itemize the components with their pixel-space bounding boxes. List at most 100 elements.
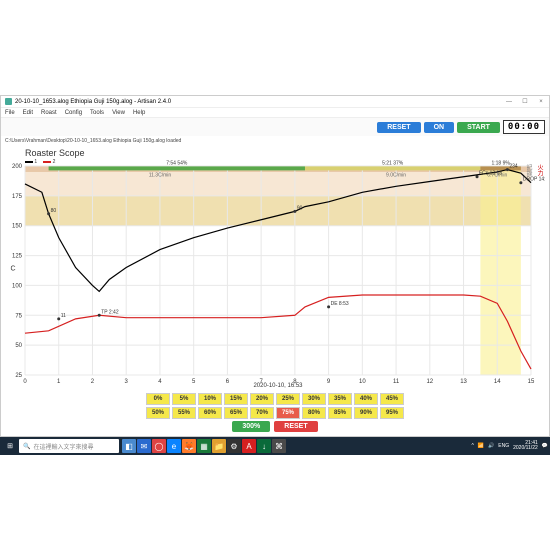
sidebar-tab-fire[interactable]: 火力: [534, 162, 545, 178]
svg-text:7:54 54%: 7:54 54%: [166, 160, 188, 166]
taskbar-app-9[interactable]: ↓: [257, 439, 271, 453]
tray-volume-icon[interactable]: 🔊: [488, 443, 494, 449]
svg-text:11: 11: [61, 313, 66, 319]
tray-clock[interactable]: 21:41 2020/11/22: [513, 441, 538, 452]
taskbar-app-6[interactable]: 📁: [212, 439, 226, 453]
svg-text:5:21 37%: 5:21 37%: [382, 160, 404, 166]
svg-text:4: 4: [158, 379, 162, 385]
button-300pct[interactable]: 300%: [232, 421, 270, 432]
pct-button-15[interactable]: 15%: [224, 393, 248, 405]
svg-text:1:18 9%: 1:18 9%: [491, 160, 510, 166]
tray-chevron-icon[interactable]: ^: [471, 443, 473, 449]
svg-text:1: 1: [57, 379, 61, 385]
menubar: File Edit Roast Config Tools View Help: [1, 108, 549, 118]
pct-button-75[interactable]: 75%: [276, 407, 300, 419]
taskbar-app-7[interactable]: ⚙: [227, 439, 241, 453]
button-reset-bottom[interactable]: RESET: [274, 421, 317, 432]
taskbar-app-8[interactable]: A: [242, 439, 256, 453]
menu-tools[interactable]: Tools: [90, 110, 104, 116]
taskbar-app-1[interactable]: ✉: [137, 439, 151, 453]
svg-text:C: C: [10, 266, 15, 273]
menu-config[interactable]: Config: [65, 110, 82, 116]
svg-text:FCs 13:18: FCs 13:18: [479, 171, 502, 177]
tray-lang[interactable]: ENG: [498, 443, 509, 449]
pct-button-50[interactable]: 50%: [146, 407, 170, 419]
pct-button-90[interactable]: 90%: [354, 407, 378, 419]
svg-text:150: 150: [12, 224, 23, 230]
taskbar-app-10[interactable]: ⌘: [272, 439, 286, 453]
pct-button-95[interactable]: 95%: [380, 407, 404, 419]
svg-text:200: 200: [12, 164, 23, 170]
svg-text:9.0C/min: 9.0C/min: [386, 173, 406, 179]
taskbar-app-2[interactable]: ◯: [152, 439, 166, 453]
taskbar-app-3[interactable]: e: [167, 439, 181, 453]
svg-text:80: 80: [51, 208, 57, 214]
window-titlebar: 20-10-10_1653.alog Ethiopia Guji 150g.al…: [1, 96, 549, 108]
pct-button-55[interactable]: 55%: [172, 407, 196, 419]
pct-button-30[interactable]: 30%: [302, 393, 326, 405]
maximize-button[interactable]: ☐: [521, 98, 529, 106]
status-path: C:\Users\Vrahman\Desktop\20-10-10_1653.a…: [5, 138, 181, 144]
pct-button-85[interactable]: 85%: [328, 407, 352, 419]
pct-button-80[interactable]: 80%: [302, 407, 326, 419]
sidebar-tab-record[interactable]: 記錄: [523, 162, 534, 178]
svg-text:75: 75: [15, 313, 22, 319]
svg-text:9: 9: [327, 379, 331, 385]
pct-button-70[interactable]: 70%: [250, 407, 274, 419]
on-button[interactable]: ON: [424, 122, 455, 133]
svg-text:13: 13: [460, 379, 467, 385]
pct-button-10[interactable]: 10%: [198, 393, 222, 405]
svg-text:50: 50: [15, 343, 22, 349]
svg-text:11: 11: [393, 379, 400, 385]
menu-edit[interactable]: Edit: [23, 110, 33, 116]
taskbar-search[interactable]: 🔍 在這裡輸入文字來搜尋: [19, 439, 119, 453]
menu-roast[interactable]: Roast: [41, 110, 57, 116]
svg-text:TP 2:42: TP 2:42: [101, 309, 119, 315]
toolbar: RESET ON START 00:00: [1, 118, 549, 136]
svg-text:125: 125: [12, 254, 23, 260]
menu-file[interactable]: File: [5, 110, 15, 116]
window-title: 20-10-10_1653.alog Ethiopia Guji 150g.al…: [15, 99, 171, 105]
close-button[interactable]: ×: [537, 98, 545, 106]
search-icon: 🔍: [23, 443, 30, 450]
reset-button[interactable]: RESET: [377, 122, 420, 133]
pct-button-0[interactable]: 0%: [146, 393, 170, 405]
tray-notifications-icon[interactable]: 💬: [542, 443, 548, 449]
pct-button-45[interactable]: 45%: [380, 393, 404, 405]
taskbar-app-4[interactable]: 🦊: [182, 439, 196, 453]
svg-text:DE 8:53: DE 8:53: [331, 301, 349, 307]
chart-area: Roaster Scope 1 2 2550751001251501752000…: [5, 148, 545, 389]
svg-text:11.3C/min: 11.3C/min: [149, 173, 172, 179]
taskbar-app-5[interactable]: ▦: [197, 439, 211, 453]
start-button[interactable]: START: [457, 122, 500, 133]
svg-text:234: 234: [509, 164, 518, 170]
svg-text:15: 15: [528, 379, 535, 385]
svg-text:12: 12: [426, 379, 433, 385]
svg-text:5: 5: [192, 379, 196, 385]
menu-help[interactable]: Help: [133, 110, 145, 116]
svg-text:3: 3: [125, 379, 129, 385]
svg-text:0: 0: [23, 379, 27, 385]
svg-text:175: 175: [12, 194, 23, 200]
app-icon: [5, 98, 12, 105]
timer-display: 00:00: [503, 120, 545, 134]
minimize-button[interactable]: —: [505, 98, 513, 106]
menu-view[interactable]: View: [112, 110, 125, 116]
search-placeholder: 在這裡輸入文字來搜尋: [33, 442, 93, 451]
start-button-windows[interactable]: ⊞: [2, 438, 18, 454]
status-bar: C:\Users\Vrahman\Desktop\20-10-10_1653.a…: [1, 136, 549, 146]
pct-button-35[interactable]: 35%: [328, 393, 352, 405]
taskbar-app-0[interactable]: ◧: [122, 439, 136, 453]
pct-button-5[interactable]: 5%: [172, 393, 196, 405]
pct-button-20[interactable]: 20%: [250, 393, 274, 405]
svg-text:6: 6: [226, 379, 230, 385]
tray-network-icon[interactable]: 📶: [478, 443, 484, 449]
pct-button-25[interactable]: 25%: [276, 393, 300, 405]
pct-button-60[interactable]: 60%: [198, 407, 222, 419]
pct-button-40[interactable]: 40%: [354, 393, 378, 405]
svg-text:2: 2: [91, 379, 95, 385]
svg-text:10: 10: [359, 379, 366, 385]
svg-text:100: 100: [12, 283, 23, 289]
pct-button-65[interactable]: 65%: [224, 407, 248, 419]
svg-text:90: 90: [297, 205, 303, 211]
